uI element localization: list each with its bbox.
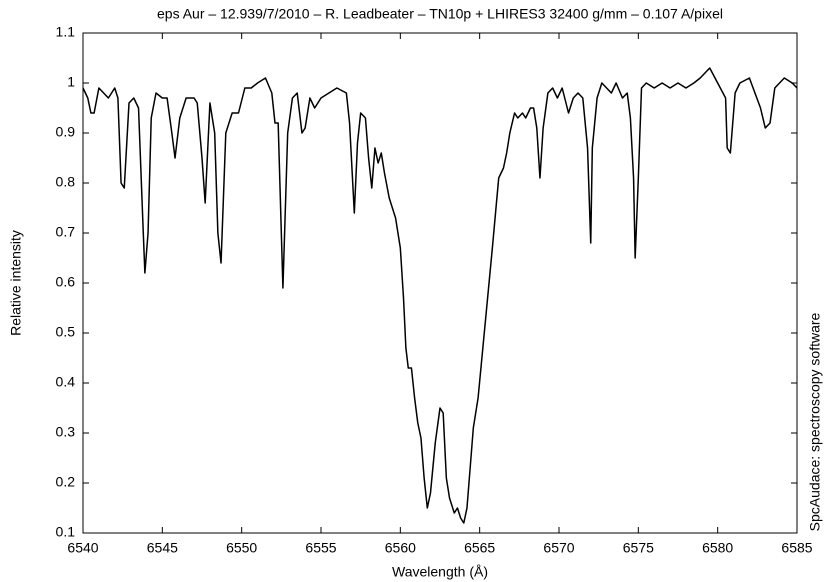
y-tick-label: 1: [67, 74, 75, 90]
x-tick-label: 6580: [702, 540, 733, 556]
chart-title: eps Aur – 12.939/7/2010 – R. Leadbeater …: [157, 6, 723, 22]
plot-frame: [82, 32, 798, 534]
x-tick-label: 6540: [67, 540, 98, 556]
x-tick-label: 6565: [464, 540, 495, 556]
y-tick-label: 1.1: [56, 24, 76, 40]
y-tick-label: 0.6: [56, 274, 76, 290]
x-tick-label: 6560: [385, 540, 416, 556]
y-tick-label: 0.1: [56, 524, 76, 540]
y-axis-label: Relative intensity: [8, 230, 24, 336]
y-tick-label: 0.4: [56, 374, 76, 390]
x-axis-label: Wavelength (Å): [392, 564, 488, 580]
y-tick-label: 0.3: [56, 424, 76, 440]
y-tick-label: 0.8: [56, 174, 76, 190]
x-tick-label: 6575: [623, 540, 654, 556]
x-tick-label: 6550: [226, 540, 257, 556]
y-tick-label: 0.5: [56, 324, 76, 340]
annotation: SpcAudace: spectroscopy software: [807, 312, 823, 531]
x-tick-label: 6545: [147, 540, 178, 556]
x-tick-label: 6570: [543, 540, 574, 556]
x-tick-label: 6585: [781, 540, 812, 556]
x-tick-label: 6555: [305, 540, 336, 556]
spectrum-line: [82, 67, 798, 524]
y-tick-label: 0.2: [56, 474, 76, 490]
y-tick-label: 0.7: [56, 224, 76, 240]
y-tick-label: 0.9: [56, 124, 76, 140]
